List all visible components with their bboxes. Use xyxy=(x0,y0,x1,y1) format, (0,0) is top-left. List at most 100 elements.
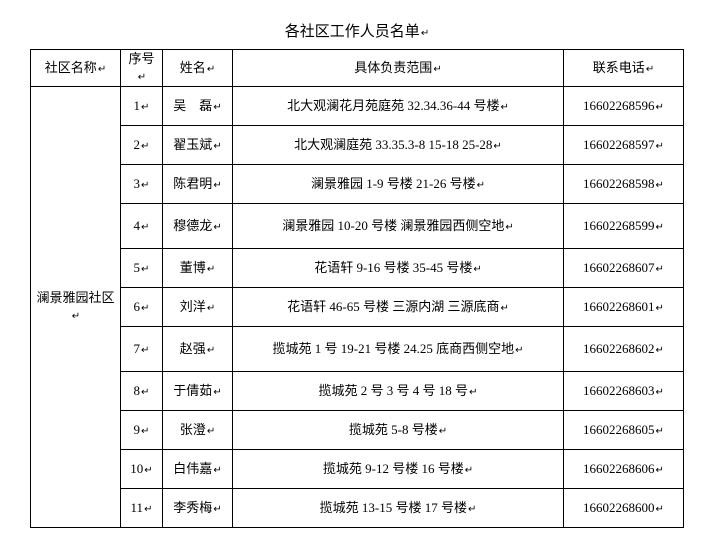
para-mark-icon: ↵ xyxy=(656,264,664,275)
cell-phone: 16602268601↵ xyxy=(564,288,684,327)
cell-seq: 8↵ xyxy=(121,372,163,411)
para-mark-icon: ↵ xyxy=(656,303,664,314)
para-mark-icon: ↵ xyxy=(421,28,429,39)
table-row: 7↵赵强↵揽城苑 1 号 19-21 号楼 24.25 底商西侧空地↵16602… xyxy=(31,327,684,372)
cell-seq: 11↵ xyxy=(121,489,163,528)
para-mark-icon: ↵ xyxy=(439,426,447,437)
cell-phone: 16602268603↵ xyxy=(564,372,684,411)
cell-phone: 16602268596↵ xyxy=(564,87,684,126)
para-mark-icon: ↵ xyxy=(138,72,146,83)
para-mark-icon: ↵ xyxy=(207,264,215,275)
para-mark-icon: ↵ xyxy=(141,264,149,275)
para-mark-icon: ↵ xyxy=(656,387,664,398)
cell-scope: 揽城苑 9-12 号楼 16 号楼↵ xyxy=(233,450,564,489)
cell-name: 赵强↵ xyxy=(163,327,233,372)
para-mark-icon: ↵ xyxy=(656,426,664,437)
cell-scope: 花语轩 46-65 号楼 三源内湖 三源底商↵ xyxy=(233,288,564,327)
para-mark-icon: ↵ xyxy=(500,303,508,314)
para-mark-icon: ↵ xyxy=(141,222,149,233)
table-row: 9↵张澄↵揽城苑 5-8 号楼↵16602268605↵ xyxy=(31,411,684,450)
col-header-seq: 序号↵ xyxy=(121,50,163,87)
para-mark-icon: ↵ xyxy=(72,311,80,322)
para-mark-icon: ↵ xyxy=(656,345,664,356)
col-header-scope: 具体负责范围↵ xyxy=(233,50,564,87)
cell-phone: 16602268598↵ xyxy=(564,165,684,204)
para-mark-icon: ↵ xyxy=(656,102,664,113)
para-mark-icon: ↵ xyxy=(141,141,149,152)
cell-name: 董博↵ xyxy=(163,249,233,288)
cell-community: 澜景雅园社区↵ xyxy=(31,87,121,528)
para-mark-icon: ↵ xyxy=(468,504,476,515)
cell-name: 于倩茹↵ xyxy=(163,372,233,411)
para-mark-icon: ↵ xyxy=(646,64,654,75)
para-mark-icon: ↵ xyxy=(505,222,513,233)
cell-phone: 16602268599↵ xyxy=(564,204,684,249)
cell-scope: 揽城苑 2 号 3 号 4 号 18 号↵ xyxy=(233,372,564,411)
cell-seq: 9↵ xyxy=(121,411,163,450)
para-mark-icon: ↵ xyxy=(469,387,477,398)
para-mark-icon: ↵ xyxy=(493,141,501,152)
para-mark-icon: ↵ xyxy=(144,504,152,515)
para-mark-icon: ↵ xyxy=(656,504,664,515)
cell-scope: 揽城苑 5-8 号楼↵ xyxy=(233,411,564,450)
table-row: 澜景雅园社区↵1↵吴 磊↵北大观澜花月苑庭苑 32.34.36-44 号楼↵16… xyxy=(31,87,684,126)
cell-scope: 澜景雅园 1-9 号楼 21-26 号楼↵ xyxy=(233,165,564,204)
cell-name: 张澄↵ xyxy=(163,411,233,450)
cell-seq: 6↵ xyxy=(121,288,163,327)
cell-phone: 16602268600↵ xyxy=(564,489,684,528)
cell-scope: 花语轩 9-16 号楼 35-45 号楼↵ xyxy=(233,249,564,288)
cell-scope: 揽城苑 1 号 19-21 号楼 24.25 底商西侧空地↵ xyxy=(233,327,564,372)
page-title: 各社区工作人员名单↵ xyxy=(30,20,684,41)
para-mark-icon: ↵ xyxy=(213,465,221,476)
para-mark-icon: ↵ xyxy=(213,387,221,398)
table-body: 澜景雅园社区↵1↵吴 磊↵北大观澜花月苑庭苑 32.34.36-44 号楼↵16… xyxy=(31,87,684,528)
cell-scope: 揽城苑 13-15 号楼 17 号楼↵ xyxy=(233,489,564,528)
cell-phone: 16602268607↵ xyxy=(564,249,684,288)
para-mark-icon: ↵ xyxy=(141,345,149,356)
cell-scope: 澜景雅园 10-20 号楼 澜景雅园西侧空地↵ xyxy=(233,204,564,249)
para-mark-icon: ↵ xyxy=(141,102,149,113)
cell-seq: 2↵ xyxy=(121,126,163,165)
para-mark-icon: ↵ xyxy=(144,465,152,476)
cell-seq: 5↵ xyxy=(121,249,163,288)
table-row: 5↵董博↵花语轩 9-16 号楼 35-45 号楼↵16602268607↵ xyxy=(31,249,684,288)
cell-name: 陈君明↵ xyxy=(163,165,233,204)
cell-phone: 16602268597↵ xyxy=(564,126,684,165)
para-mark-icon: ↵ xyxy=(433,64,441,75)
para-mark-icon: ↵ xyxy=(207,426,215,437)
para-mark-icon: ↵ xyxy=(656,141,664,152)
para-mark-icon: ↵ xyxy=(207,303,215,314)
para-mark-icon: ↵ xyxy=(656,465,664,476)
cell-name: 穆德龙↵ xyxy=(163,204,233,249)
cell-name: 翟玉斌↵ xyxy=(163,126,233,165)
table-header-row: 社区名称↵ 序号↵ 姓名↵ 具体负责范围↵ 联系电话↵ xyxy=(31,50,684,87)
para-mark-icon: ↵ xyxy=(213,222,221,233)
cell-seq: 10↵ xyxy=(121,450,163,489)
col-header-name: 姓名↵ xyxy=(163,50,233,87)
cell-name: 白伟嘉↵ xyxy=(163,450,233,489)
para-mark-icon: ↵ xyxy=(141,387,149,398)
para-mark-icon: ↵ xyxy=(473,264,481,275)
cell-seq: 3↵ xyxy=(121,165,163,204)
table-row: 3↵陈君明↵澜景雅园 1-9 号楼 21-26 号楼↵16602268598↵ xyxy=(31,165,684,204)
table-row: 2↵翟玉斌↵北大观澜庭苑 33.35.3-8 15-18 25-28↵16602… xyxy=(31,126,684,165)
para-mark-icon: ↵ xyxy=(213,180,221,191)
title-text: 各社区工作人员名单 xyxy=(285,24,420,40)
para-mark-icon: ↵ xyxy=(656,180,664,191)
cell-seq: 7↵ xyxy=(121,327,163,372)
cell-name: 刘洋↵ xyxy=(163,288,233,327)
para-mark-icon: ↵ xyxy=(465,465,473,476)
para-mark-icon: ↵ xyxy=(207,345,215,356)
para-mark-icon: ↵ xyxy=(213,504,221,515)
col-header-community: 社区名称↵ xyxy=(31,50,121,87)
cell-phone: 16602268602↵ xyxy=(564,327,684,372)
cell-phone: 16602268605↵ xyxy=(564,411,684,450)
para-mark-icon: ↵ xyxy=(515,345,523,356)
para-mark-icon: ↵ xyxy=(98,64,106,75)
cell-scope: 北大观澜花月苑庭苑 32.34.36-44 号楼↵ xyxy=(233,87,564,126)
table-row: 10↵白伟嘉↵揽城苑 9-12 号楼 16 号楼↵16602268606↵ xyxy=(31,450,684,489)
table-row: 11↵李秀梅↵揽城苑 13-15 号楼 17 号楼↵16602268600↵ xyxy=(31,489,684,528)
para-mark-icon: ↵ xyxy=(207,64,215,75)
cell-seq: 1↵ xyxy=(121,87,163,126)
para-mark-icon: ↵ xyxy=(141,303,149,314)
